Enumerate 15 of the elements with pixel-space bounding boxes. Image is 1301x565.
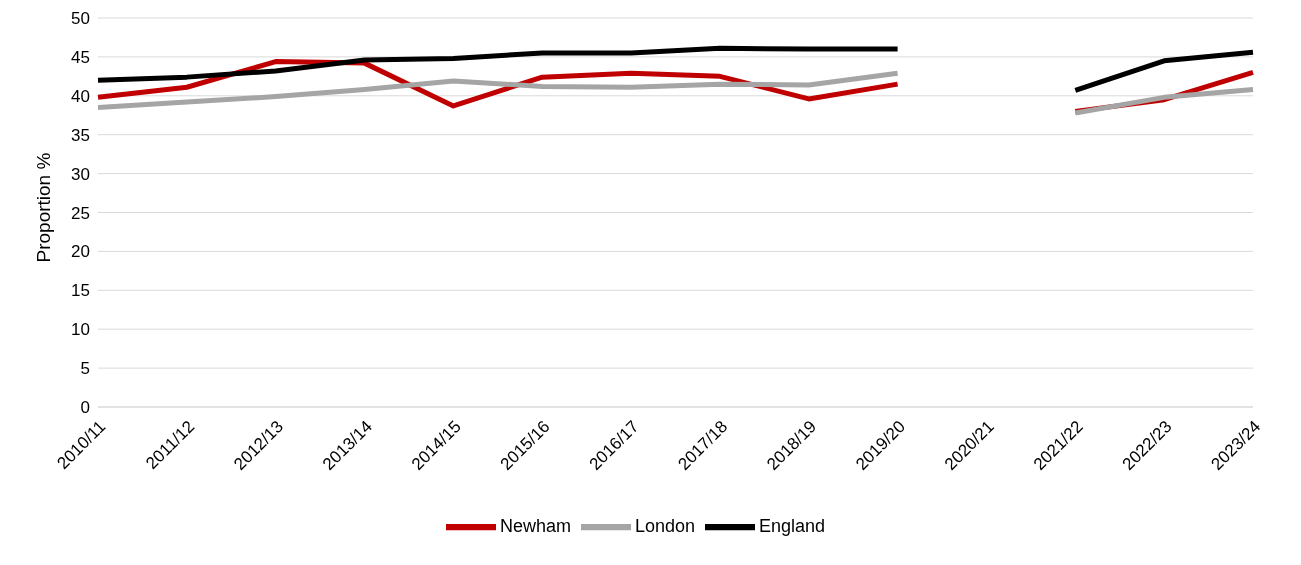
y-tick-label: 50 — [71, 9, 90, 29]
y-tick-label: 45 — [71, 47, 90, 67]
legend-label: London — [634, 515, 696, 536]
y-tick-label: 30 — [71, 164, 90, 184]
legend-label: England — [759, 515, 826, 536]
legend-label: Newham — [499, 515, 571, 536]
y-tick-label: 10 — [71, 320, 90, 340]
y-tick-label: 25 — [71, 203, 90, 223]
y-tick-label: 35 — [71, 125, 90, 145]
y-tick-label: 15 — [71, 281, 90, 301]
y-tick-label: 20 — [71, 242, 90, 262]
y-tick-label: 40 — [71, 86, 90, 106]
y-axis-title: Proportion % — [32, 152, 54, 263]
y-tick-label: 5 — [80, 359, 90, 379]
y-tick-label: 0 — [80, 398, 90, 418]
